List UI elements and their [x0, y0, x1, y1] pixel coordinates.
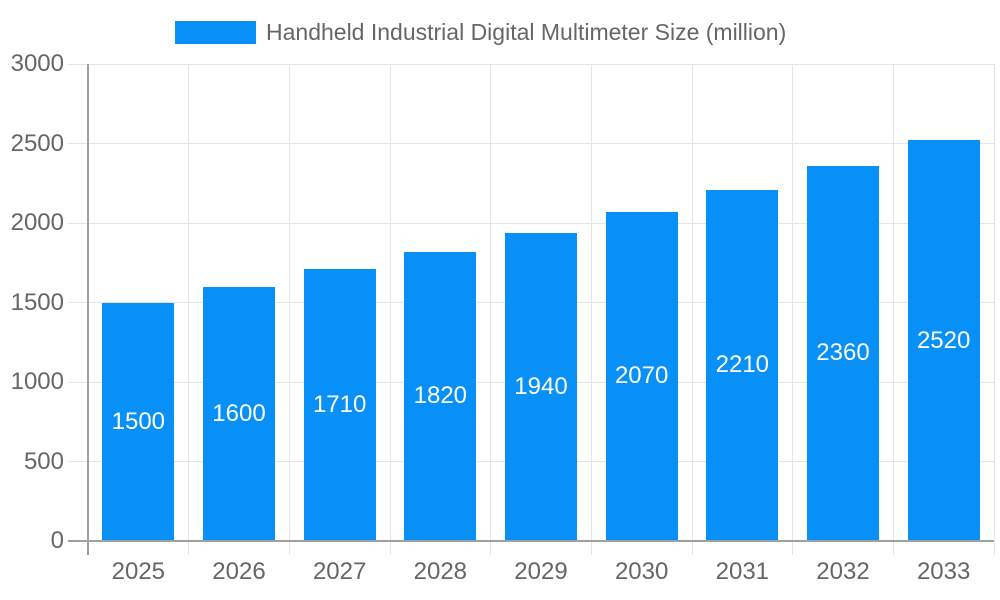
bar-2027[interactable] — [303, 269, 376, 540]
y-axis-tick-label: 2000 — [10, 209, 64, 236]
x-axis-tick-label: 2033 — [916, 558, 971, 585]
bar-2033[interactable] — [907, 140, 980, 540]
v-gridline — [288, 64, 290, 541]
v-gridline — [188, 64, 190, 541]
v-gridline — [691, 64, 693, 541]
x-tick-mark — [188, 541, 190, 555]
h-gridline — [88, 222, 994, 224]
y-tick-mark — [68, 63, 88, 65]
x-axis-tick-label: 2027 — [312, 558, 367, 585]
x-tick-mark — [389, 541, 391, 555]
v-gridline — [389, 64, 391, 541]
bar-value-label: 1500 — [111, 407, 166, 435]
y-axis-line — [87, 64, 89, 555]
y-axis-tick-label: 3000 — [10, 50, 64, 77]
y-axis-tick-label: 500 — [23, 447, 64, 475]
v-gridline — [993, 64, 995, 541]
x-tick-mark — [792, 541, 794, 555]
y-tick-mark — [68, 461, 88, 462]
x-axis-tick-label: 2029 — [514, 558, 568, 585]
bar-value-label: 1940 — [514, 372, 568, 400]
bar-value-label: 2210 — [715, 351, 770, 379]
x-axis-tick-label: 2031 — [715, 558, 770, 585]
bar-2028[interactable] — [404, 251, 477, 540]
x-axis-tick-label: 2026 — [212, 558, 266, 585]
x-axis-tick-label: 2030 — [614, 558, 669, 585]
bar-value-label: 1710 — [312, 391, 367, 419]
y-tick-mark — [68, 381, 88, 383]
y-axis-tick-label: 1500 — [10, 288, 64, 316]
bar-2029[interactable] — [505, 232, 577, 540]
bar-2030[interactable] — [605, 211, 678, 540]
bar-2026[interactable] — [203, 286, 275, 540]
legend-item[interactable]: Handheld Industrial Digital Multimeter S… — [175, 18, 786, 46]
bar-2025[interactable] — [102, 302, 175, 540]
bar-2032[interactable] — [807, 165, 879, 540]
x-tick-mark — [590, 541, 592, 555]
y-axis-tick-label: 0 — [50, 527, 64, 554]
bar-2031[interactable] — [706, 189, 779, 540]
bar-value-label: 1600 — [212, 399, 266, 427]
legend-label: Handheld Industrial Digital Multimeter S… — [266, 19, 787, 45]
x-tick-mark — [892, 541, 894, 555]
x-tick-mark — [993, 541, 995, 555]
x-tick-mark — [490, 541, 492, 555]
y-tick-mark — [68, 222, 88, 224]
h-gridline — [88, 143, 994, 144]
x-tick-mark — [691, 541, 693, 555]
bar-value-label: 2360 — [816, 339, 870, 367]
v-gridline — [490, 64, 492, 541]
y-axis-tick-label: 1000 — [10, 368, 64, 395]
x-axis-tick-label: 2032 — [816, 558, 870, 585]
v-gridline — [792, 64, 794, 541]
bar-value-label: 1820 — [413, 382, 468, 410]
h-gridline — [88, 63, 994, 65]
x-axis-tick-label: 2025 — [111, 558, 166, 585]
v-gridline — [590, 64, 592, 541]
x-axis-line — [68, 540, 994, 542]
x-tick-mark — [288, 541, 290, 555]
v-gridline — [892, 64, 894, 541]
y-axis-tick-label: 2500 — [10, 129, 64, 157]
bar-value-label: 2520 — [916, 326, 971, 354]
x-axis-tick-label: 2028 — [413, 558, 468, 585]
y-tick-mark — [68, 302, 88, 303]
y-tick-mark — [68, 143, 88, 144]
bar-value-label: 2070 — [614, 362, 669, 390]
legend-swatch — [175, 20, 256, 44]
